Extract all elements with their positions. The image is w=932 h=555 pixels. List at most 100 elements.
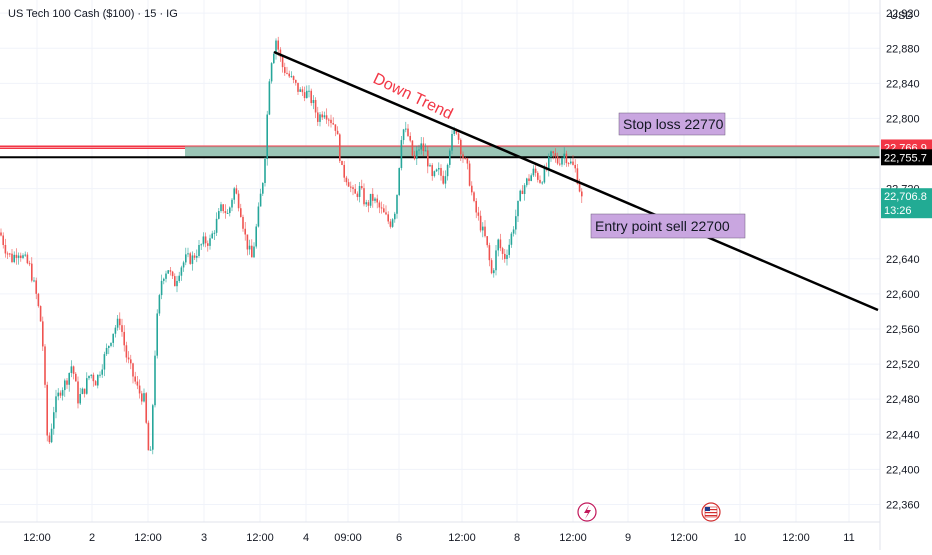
candle-body[interactable]	[488, 245, 491, 261]
time-tick-label[interactable]: 3	[201, 532, 207, 544]
candle-body[interactable]	[31, 263, 33, 281]
candle-body[interactable]	[471, 185, 473, 193]
candle-body[interactable]	[444, 176, 447, 184]
candle-body[interactable]	[35, 280, 37, 294]
price-tick-label[interactable]: 22,640	[886, 254, 920, 266]
candle-body[interactable]	[581, 191, 583, 197]
us-flag-event-icon[interactable]	[701, 502, 721, 522]
candle-body[interactable]	[64, 380, 66, 391]
candle-body[interactable]	[39, 306, 42, 322]
candle-body[interactable]	[213, 232, 216, 234]
candle-body[interactable]	[270, 63, 273, 82]
candle-body[interactable]	[125, 345, 128, 358]
time-tick-label[interactable]: 09:00	[334, 532, 362, 544]
candle-body[interactable]	[508, 244, 510, 255]
candle-body[interactable]	[215, 218, 218, 233]
candle-body[interactable]	[578, 183, 581, 192]
candle-body[interactable]	[88, 375, 90, 379]
candle-body[interactable]	[160, 280, 163, 296]
candle-body[interactable]	[398, 168, 400, 195]
candle-body[interactable]	[279, 49, 282, 57]
candle-body[interactable]	[4, 244, 7, 254]
candle-body[interactable]	[466, 158, 469, 164]
entry-point-label-box[interactable]	[590, 213, 746, 239]
candle-body[interactable]	[116, 318, 119, 328]
candle-body[interactable]	[367, 202, 370, 206]
candle-body[interactable]	[473, 192, 475, 202]
price-tick-label[interactable]: 22,800	[886, 113, 920, 125]
candle-body[interactable]	[145, 393, 147, 423]
candle-body[interactable]	[334, 124, 337, 131]
candle-body[interactable]	[196, 255, 198, 258]
stop-loss-label-box[interactable]	[618, 112, 726, 136]
candle-body[interactable]	[13, 254, 15, 263]
candle-body[interactable]	[457, 133, 460, 140]
candle-body[interactable]	[292, 76, 295, 80]
candle-body[interactable]	[442, 175, 444, 184]
candle-body[interactable]	[420, 143, 422, 150]
candle-body[interactable]	[429, 165, 431, 167]
currency-label[interactable]: USD	[890, 10, 913, 22]
candle-body[interactable]	[0, 232, 2, 236]
candle-body[interactable]	[484, 226, 486, 237]
candle-body[interactable]	[33, 280, 35, 282]
stop-loss-label[interactable]: Stop loss 22770	[623, 116, 724, 132]
candle-body[interactable]	[70, 366, 73, 373]
candle-body[interactable]	[297, 82, 299, 92]
candle-body[interactable]	[284, 67, 286, 73]
candle-body[interactable]	[138, 385, 141, 394]
candle-body[interactable]	[48, 435, 51, 443]
candle-body[interactable]	[37, 293, 40, 307]
candle-body[interactable]	[317, 112, 319, 122]
candle-body[interactable]	[77, 381, 79, 404]
candle-body[interactable]	[110, 342, 112, 346]
candle-body[interactable]	[405, 128, 407, 130]
candle-body[interactable]	[462, 154, 464, 159]
candle-body[interactable]	[130, 359, 132, 364]
candle-body[interactable]	[402, 129, 405, 141]
candle-body[interactable]	[286, 72, 288, 74]
candle-body[interactable]	[479, 215, 482, 231]
candle-body[interactable]	[543, 167, 546, 183]
candle-body[interactable]	[101, 369, 103, 375]
candle-body[interactable]	[176, 280, 178, 287]
candle-body[interactable]	[86, 378, 88, 394]
candle-body[interactable]	[28, 263, 31, 265]
candle-body[interactable]	[112, 333, 114, 343]
candle-body[interactable]	[440, 168, 442, 176]
candle-body[interactable]	[189, 253, 191, 264]
candle-body[interactable]	[46, 384, 48, 436]
candle-body[interactable]	[237, 193, 240, 209]
candle-body[interactable]	[354, 188, 356, 194]
candle-body[interactable]	[103, 354, 106, 370]
candle-body[interactable]	[431, 165, 433, 177]
candle-body[interactable]	[143, 393, 145, 402]
candle-body[interactable]	[231, 199, 233, 208]
candle-body[interactable]	[185, 254, 187, 263]
candle-body[interactable]	[90, 374, 92, 376]
candle-body[interactable]	[198, 245, 200, 256]
candle-body[interactable]	[207, 243, 209, 246]
price-tick-label[interactable]: 22,560	[886, 324, 920, 336]
candle-body[interactable]	[229, 207, 231, 213]
candle-body[interactable]	[519, 190, 521, 201]
candle-body[interactable]	[240, 208, 242, 217]
candle-body[interactable]	[567, 163, 570, 165]
price-axis[interactable]: 22,92022,88022,84022,80022,72022,64022,6…	[886, 8, 920, 511]
candle-body[interactable]	[290, 76, 293, 78]
candle-body[interactable]	[242, 216, 244, 229]
candle-body[interactable]	[222, 204, 224, 212]
candle-body[interactable]	[75, 373, 77, 382]
candle-body[interactable]	[330, 119, 332, 124]
candle-body[interactable]	[343, 164, 345, 178]
candle-body[interactable]	[512, 229, 515, 234]
candle-body[interactable]	[42, 321, 44, 347]
candle-body[interactable]	[321, 114, 323, 118]
candle-body[interactable]	[72, 366, 75, 374]
candle-body[interactable]	[363, 188, 365, 205]
candle-body[interactable]	[561, 158, 563, 165]
candle-body[interactable]	[413, 155, 416, 159]
candle-body[interactable]	[361, 186, 363, 189]
candle-body[interactable]	[301, 89, 304, 93]
candle-body[interactable]	[193, 255, 196, 258]
